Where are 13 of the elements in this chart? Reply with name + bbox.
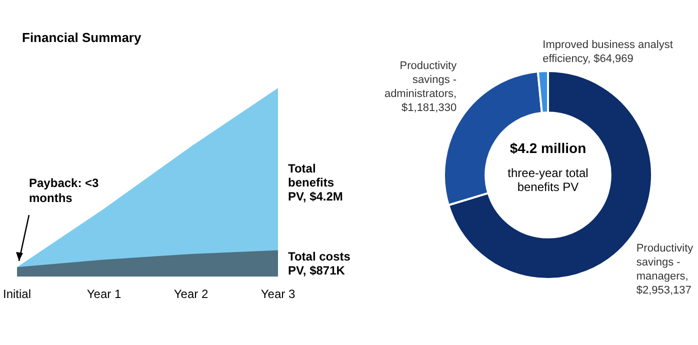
x-tick-label: Initial [3,287,32,302]
x-tick-label: Year 2 [174,287,208,302]
slice-label: Productivity savings - managers, $2,953,137 [636,242,694,297]
series-label: Total costs PV, $871K [288,249,351,278]
chart-title: Financial Summary [22,30,142,45]
slice-label: Improved business analyst efficiency, $64,969 [542,39,673,66]
text: $4.2 million [510,140,586,156]
series-label: Total benefits PV, $4.2M [288,161,343,204]
text: three-year total benefits PV [508,166,588,194]
x-tick-label: Year 3 [260,287,296,302]
slice-label: Productivity savings - administrators, $1,181,330 [384,60,458,114]
annotation: Payback: <3 months [29,176,100,206]
x-tick-label: Year 1 [86,287,122,302]
